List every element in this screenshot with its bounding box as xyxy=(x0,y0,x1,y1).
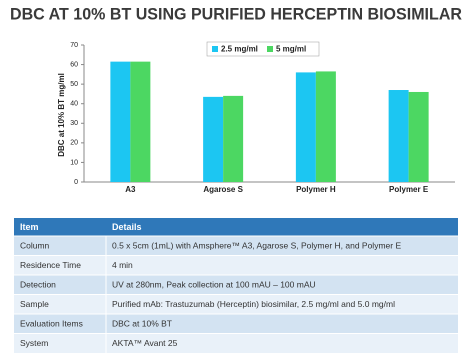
table-cell: Residence Time xyxy=(20,260,81,270)
legend-box xyxy=(206,41,320,57)
table-cell: DBC at 10% BT xyxy=(112,319,172,329)
table-cell: Sample xyxy=(20,299,49,309)
table-row xyxy=(14,314,458,334)
table-cell: 0.5 x 5cm (1mL) with Amsphere™ A3, Agaro… xyxy=(112,241,401,251)
y-axis-label: DBC at 10% BT mg/ml xyxy=(57,73,66,157)
y-tick-label: 70 xyxy=(70,42,78,49)
y-tick-label: 60 xyxy=(70,61,78,68)
y-tick-label: 30 xyxy=(70,120,78,127)
bar xyxy=(203,96,224,182)
table-cell: Column xyxy=(20,241,50,251)
table-cell: Evaluation Items xyxy=(20,319,83,329)
legend-swatch xyxy=(212,46,218,52)
page-title: DBC AT 10% BT USING PURIFIED HERCEPTIN B… xyxy=(10,4,462,23)
table-row xyxy=(14,333,458,353)
table-cell: Detection xyxy=(20,280,56,290)
table-cell: 4 min xyxy=(112,260,133,270)
y-tick-label: 10 xyxy=(70,159,78,166)
y-tick-label: 40 xyxy=(70,101,78,108)
table-row xyxy=(14,255,458,275)
table-cell: Purified mAb: Trastuzumab (Herceptin) bi… xyxy=(112,299,395,309)
bar xyxy=(295,72,316,182)
bar xyxy=(110,61,131,183)
table-cell: AKTA™ Avant 25 xyxy=(112,338,178,348)
y-tick-label: 0 xyxy=(74,179,78,186)
x-tick-label: Polymer E xyxy=(389,185,429,194)
table-header-cell: Item xyxy=(20,222,39,232)
bar xyxy=(315,71,336,182)
y-tick-label: 50 xyxy=(70,81,78,88)
x-tick-label: Agarose S xyxy=(203,185,243,194)
legend-label: 2.5 mg/ml xyxy=(221,45,258,54)
legend-label: 5 mg/ml xyxy=(276,45,306,54)
table-cell: System xyxy=(20,338,48,348)
table-row xyxy=(14,294,458,314)
legend-swatch xyxy=(267,46,273,52)
bar xyxy=(223,95,244,182)
table-header xyxy=(14,218,458,236)
table-row xyxy=(14,236,458,256)
table-cell: UV at 280nm, Peak collection at 100 mAU … xyxy=(112,280,316,290)
bar xyxy=(388,90,409,182)
x-tick-label: A3 xyxy=(125,185,136,194)
bar xyxy=(408,91,429,182)
x-tick-label: Polymer H xyxy=(296,185,336,194)
table-row xyxy=(14,275,458,295)
y-tick-label: 20 xyxy=(70,140,78,147)
table-header-cell: Details xyxy=(112,222,142,232)
bar xyxy=(130,61,151,183)
